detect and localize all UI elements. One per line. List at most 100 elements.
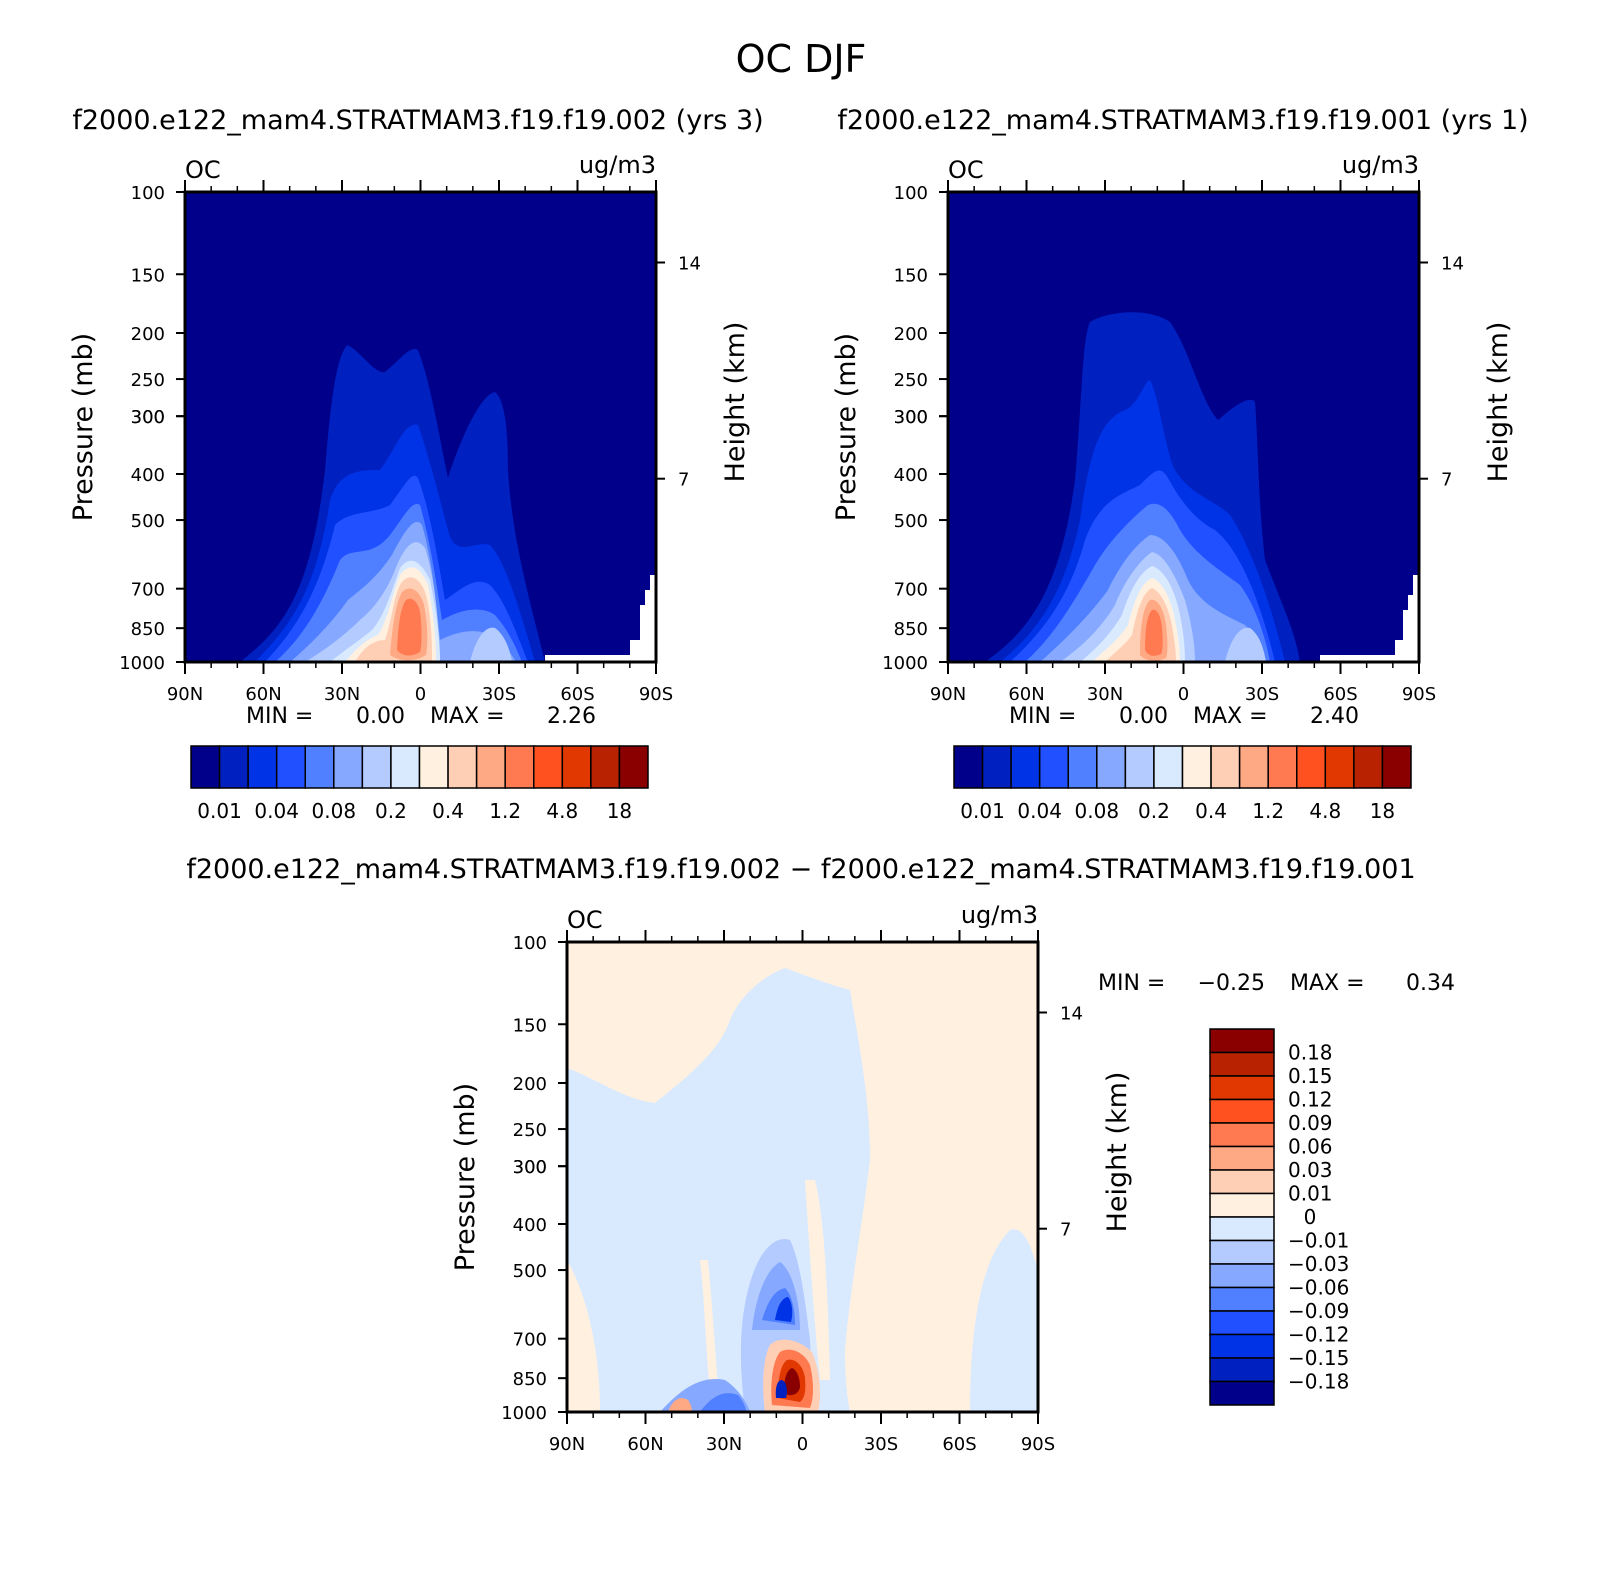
y-tick-label: 200 — [894, 324, 928, 345]
y-tick-label: 1000 — [882, 653, 928, 674]
colorbar-swatch — [1210, 745, 1241, 789]
colorbar-label: 0.01 — [197, 799, 242, 823]
colorbar-swatch — [418, 745, 449, 789]
colorbar-label: −0.06 — [1288, 1276, 1349, 1300]
y-tick-label: 150 — [894, 265, 928, 286]
min-label: MIN = — [1009, 704, 1076, 729]
colorbar-label: 0.01 — [960, 799, 1005, 823]
max-label: MAX = — [1290, 971, 1365, 996]
colorbar-vertical: 0.180.150.120.090.060.030.010−0.01−0.03−… — [1209, 1028, 1349, 1406]
colorbar-label: −0.15 — [1288, 1346, 1349, 1370]
y-tick-label: 300 — [894, 407, 928, 428]
colorbar-label: −0.12 — [1288, 1323, 1349, 1347]
colorbar-swatch — [1209, 1145, 1275, 1171]
contour-field-top-right — [948, 192, 1419, 662]
colorbar-swatch — [1353, 745, 1384, 789]
y-axis-label: Pressure (mb) — [68, 333, 99, 521]
colorbar-label: 18 — [1370, 799, 1395, 823]
colorbar-swatch — [1296, 745, 1327, 789]
panel-top-left — [183, 190, 658, 664]
colorbar-swatch — [1209, 1098, 1275, 1124]
colorbar-swatch — [1124, 745, 1155, 789]
contour-field-bottom — [567, 942, 1038, 1412]
colorbar-swatch — [1067, 745, 1098, 789]
var-label: OC — [948, 156, 984, 184]
panel-title-bottom: f2000.e122_mam4.STRATMAM3.f19.f19.002 − … — [186, 854, 1415, 885]
colorbar-label: 0.08 — [312, 799, 357, 823]
colorbar-swatch — [1209, 1169, 1275, 1195]
y2-axis-label: Height (km) — [1483, 322, 1514, 483]
colorbar-swatch — [1209, 1310, 1275, 1336]
colorbar-swatch — [304, 745, 335, 789]
max-value: 2.26 — [547, 704, 596, 729]
colorbar-label: 0.4 — [432, 799, 464, 823]
colorbar-horizontal-0: 0.01 0.04 0.08 0.2 0.4 1.2 4.8 18 — [190, 745, 649, 823]
y2-axis-label: Height (km) — [720, 322, 751, 483]
panel-bottom — [565, 940, 1040, 1414]
y-tick-label: 250 — [894, 370, 928, 391]
colorbar-label: 0.12 — [1288, 1088, 1333, 1112]
y-tick-label: 200 — [513, 1074, 547, 1095]
colorbar-label: 1.2 — [1252, 799, 1284, 823]
axes-panel-0: 100150200250300300400500700850100014790N… — [68, 180, 751, 705]
x-tick-label: 30S — [482, 684, 516, 705]
y-tick-label: 850 — [513, 1369, 547, 1390]
y-tick-label: 150 — [131, 265, 165, 286]
colorbar-swatch — [333, 745, 364, 789]
colorbar-layer: 0.01 0.04 0.08 0.2 0.4 1.2 4.8 18 0.01 0.04 0.08 0.… — [190, 745, 1412, 1406]
x-tick-label: 30S — [1245, 684, 1279, 705]
x-tick-label: 0 — [797, 1434, 808, 1455]
panel-title-top-left: f2000.e122_mam4.STRATMAM3.f19.f19.002 (y… — [72, 105, 763, 136]
colorbar-swatch — [1209, 1028, 1275, 1054]
y-tick-label: 1000 — [501, 1403, 547, 1424]
colorbar-label: 0.09 — [1288, 1111, 1333, 1135]
colorbar-label: 0.2 — [1138, 799, 1170, 823]
x-tick-label: 60S — [942, 1434, 976, 1455]
y-tick-label: 300 — [131, 407, 165, 428]
colorbar-swatch — [1209, 1239, 1275, 1265]
y-tick-label: 500 — [131, 511, 165, 532]
colorbar-swatch — [1209, 1122, 1275, 1148]
y2-tick-label: 14 — [1441, 254, 1464, 275]
x-tick-label: 90S — [1021, 1434, 1055, 1455]
panel-top-right — [946, 190, 1421, 664]
x-tick-label: 90N — [167, 684, 203, 705]
colorbar-swatch — [1209, 1380, 1275, 1406]
y-tick-label: 700 — [513, 1330, 547, 1351]
colorbar-swatch — [247, 745, 278, 789]
min-label: MIN = — [246, 704, 313, 729]
colorbar-swatch — [1153, 745, 1184, 789]
colorbar-swatch — [1209, 1263, 1275, 1289]
colorbar-swatch — [190, 745, 221, 789]
var-label: OC — [185, 156, 221, 184]
y-axis-label: Pressure (mb) — [450, 1083, 481, 1271]
colorbar-swatch — [1209, 1075, 1275, 1101]
colorbar-swatch — [218, 745, 249, 789]
colorbar-swatch — [618, 745, 649, 789]
y-tick-label: 700 — [131, 580, 165, 601]
colorbar-swatch — [1010, 745, 1041, 789]
colorbar-swatch — [1209, 1216, 1275, 1242]
x-tick-label: 60N — [1008, 684, 1044, 705]
colorbar-swatch — [1209, 1333, 1275, 1359]
y-tick-label: 100 — [513, 933, 547, 954]
colorbar-label: −0.03 — [1288, 1252, 1349, 1276]
colorbar-label: 0.4 — [1195, 799, 1227, 823]
y-tick-label: 1000 — [119, 653, 165, 674]
colorbar-swatch — [390, 745, 421, 789]
figure-title: OC DJF — [736, 37, 867, 81]
axes-panel-1: 100150200250300300400500700850100014790N… — [831, 180, 1514, 705]
colorbar-swatch — [1209, 1286, 1275, 1312]
min-value: −0.25 — [1198, 971, 1265, 996]
colorbar-swatch — [1209, 1357, 1275, 1383]
units-label: ug/m3 — [1342, 151, 1419, 179]
y-tick-label: 300 — [513, 1157, 547, 1178]
colorbar-swatch — [1038, 745, 1069, 789]
contour-field-top-left — [185, 192, 656, 662]
colorbar-swatch — [1096, 745, 1127, 789]
y-tick-label: 500 — [894, 511, 928, 532]
y2-tick-label: 14 — [678, 254, 701, 275]
y-tick-label: 150 — [513, 1015, 547, 1036]
colorbar-label: 0.06 — [1288, 1135, 1333, 1159]
units-label: ug/m3 — [579, 151, 656, 179]
